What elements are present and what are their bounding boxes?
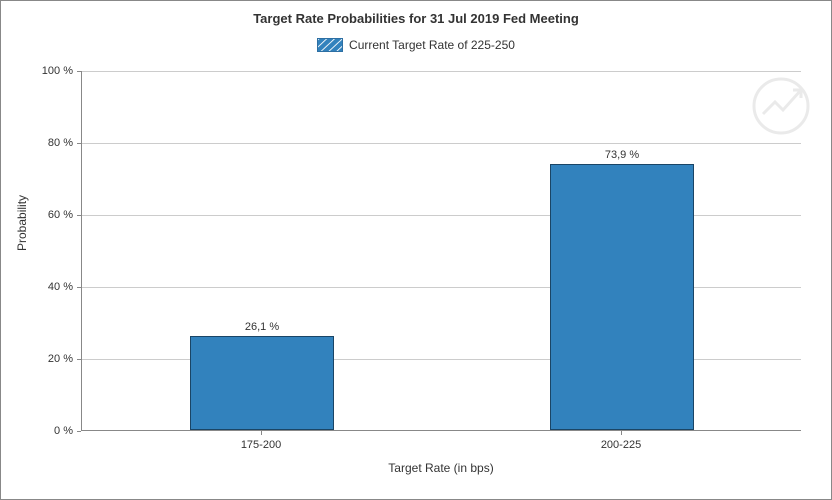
y-tick-mark [77,431,81,432]
legend-label: Current Target Rate of 225-250 [349,38,515,52]
y-tick-label: 80 % [48,137,73,149]
y-tick-label: 100 % [42,65,73,77]
y-axis-label: Probability [15,195,29,251]
legend-swatch [317,38,343,52]
chart-container: Target Rate Probabilities for 31 Jul 201… [0,0,832,500]
chart-title: Target Rate Probabilities for 31 Jul 201… [1,1,831,26]
x-axis-label: Target Rate (in bps) [388,461,493,475]
bar-value-label: 73,9 % [605,149,639,165]
bar [190,336,334,430]
legend: Current Target Rate of 225-250 [1,38,831,52]
y-tick-mark [77,215,81,216]
y-tick-label: 40 % [48,281,73,293]
plot-area: 26,1 % 73,9 % [81,71,801,431]
gridline [82,143,801,144]
y-tick-mark [77,287,81,288]
y-axis: 0 %20 %40 %60 %80 %100 % [41,71,81,431]
y-tick-mark [77,143,81,144]
x-tick-mark [621,431,622,435]
x-tick-label: 175-200 [241,439,281,451]
y-tick-mark [77,71,81,72]
bar-value-label: 26,1 % [245,321,279,337]
x-axis: Target Rate (in bps) 175-200 200-225 [81,431,801,491]
y-tick-mark [77,359,81,360]
gridline [82,71,801,72]
y-tick-label: 20 % [48,353,73,365]
y-tick-label: 0 % [54,425,73,437]
x-tick-mark [261,431,262,435]
x-tick-label: 200-225 [601,439,641,451]
bar [550,164,694,430]
y-tick-label: 60 % [48,209,73,221]
